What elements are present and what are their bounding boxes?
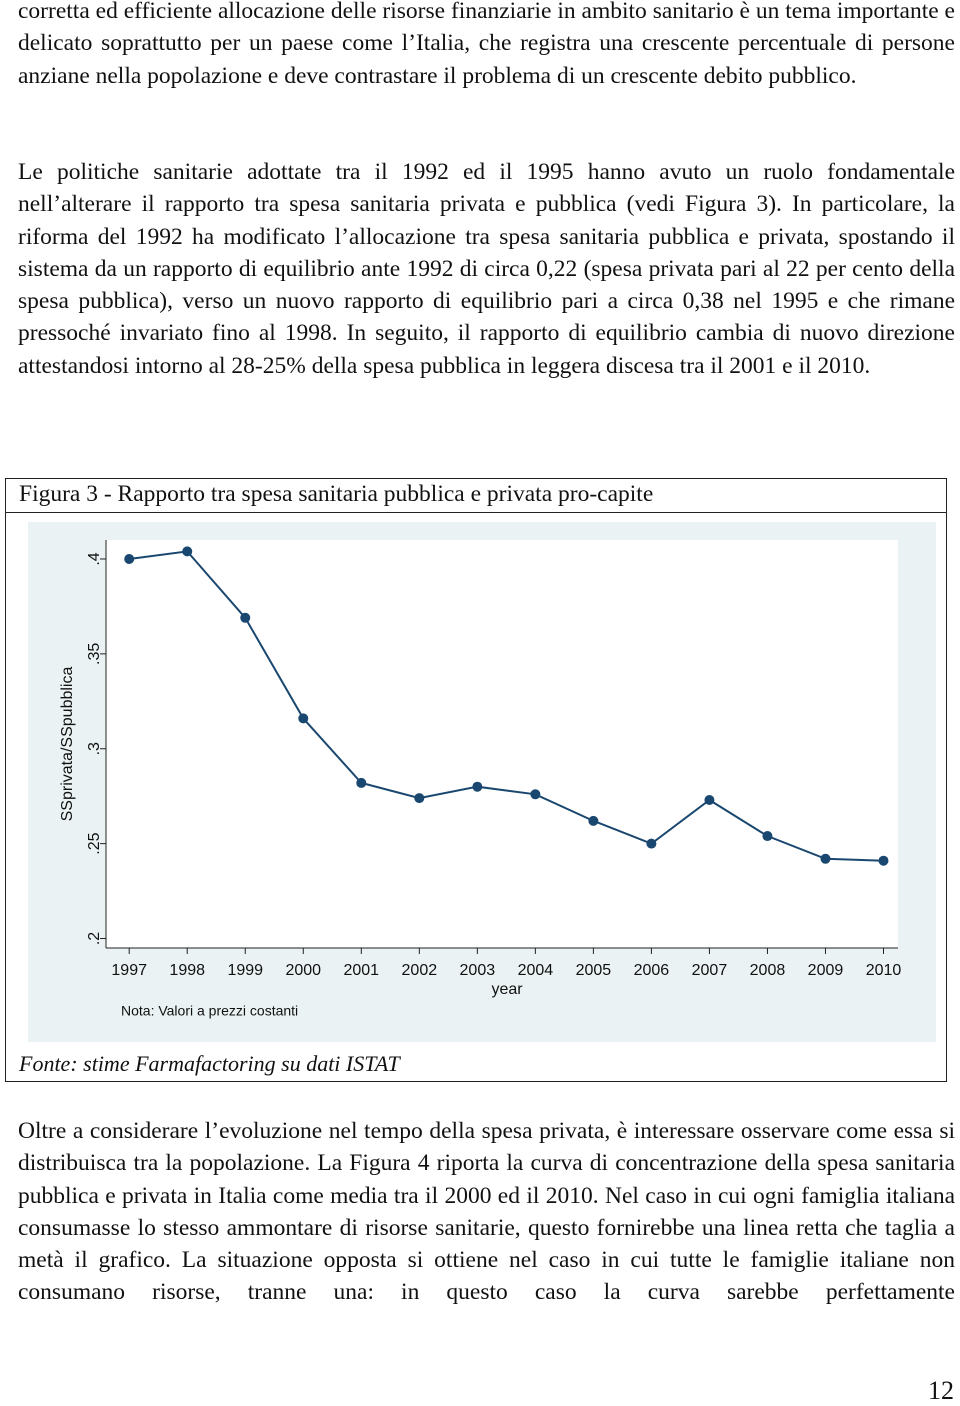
x-tick-label: 2005 [576, 962, 612, 979]
data-point [530, 789, 541, 800]
data-point [298, 713, 309, 724]
plot-area [106, 540, 898, 948]
data-point [356, 777, 367, 788]
data-point [588, 815, 599, 826]
data-point [472, 781, 483, 792]
figure-frame: Figura 3 - Rapporto tra spesa sanitaria … [5, 478, 947, 1082]
figure-caption: Figura 3 - Rapporto tra spesa sanitaria … [19, 481, 654, 507]
x-axis-label: year [491, 981, 523, 998]
data-point [240, 612, 251, 623]
chart-note: Nota: Valori a prezzi costanti [121, 1003, 298, 1019]
data-point [762, 831, 773, 842]
x-tick-label: 2009 [808, 962, 844, 979]
data-line [129, 550, 884, 862]
x-tick-label: 1999 [227, 962, 263, 979]
y-axis-label: SSprivata/SSpubblica [59, 667, 76, 822]
data-point [646, 838, 657, 849]
y-tick-label: .3 [86, 742, 103, 755]
data-point [182, 546, 193, 557]
x-tick-label: 2000 [285, 962, 321, 979]
x-tick-label: 1997 [111, 962, 147, 979]
x-tick-label: 1998 [169, 962, 205, 979]
x-tick-label: 2002 [402, 962, 438, 979]
x-tick-label: 2008 [750, 962, 786, 979]
paragraph: corretta ed efficiente allocazione delle… [18, 0, 955, 89]
y-tick-label: .2 [86, 932, 103, 945]
figure-source: Fonte: stime Farmafactoring su dati ISTA… [19, 1051, 400, 1076]
x-tick-label: 2007 [692, 962, 728, 979]
y-tick-label: .35 [86, 643, 103, 665]
data-point [704, 794, 715, 805]
x-tick-label: 2004 [518, 962, 554, 979]
y-tick-label: .4 [86, 552, 103, 565]
paragraph: Oltre a considerare l’evoluzione nel tem… [18, 1118, 955, 1306]
divider [6, 512, 946, 513]
y-tick-label: .25 [86, 832, 103, 854]
x-tick-label: 2003 [460, 962, 496, 979]
paragraph: Le politiche sanitarie adottate tra il 1… [18, 159, 955, 379]
x-tick-label: 2006 [634, 962, 670, 979]
data-point [414, 793, 425, 804]
data-point [820, 853, 831, 864]
x-tick-label: 2010 [866, 962, 902, 979]
page-number: 12 [928, 1376, 954, 1405]
data-point [878, 855, 889, 866]
data-point [124, 553, 135, 564]
x-tick-label: 2001 [343, 962, 379, 979]
